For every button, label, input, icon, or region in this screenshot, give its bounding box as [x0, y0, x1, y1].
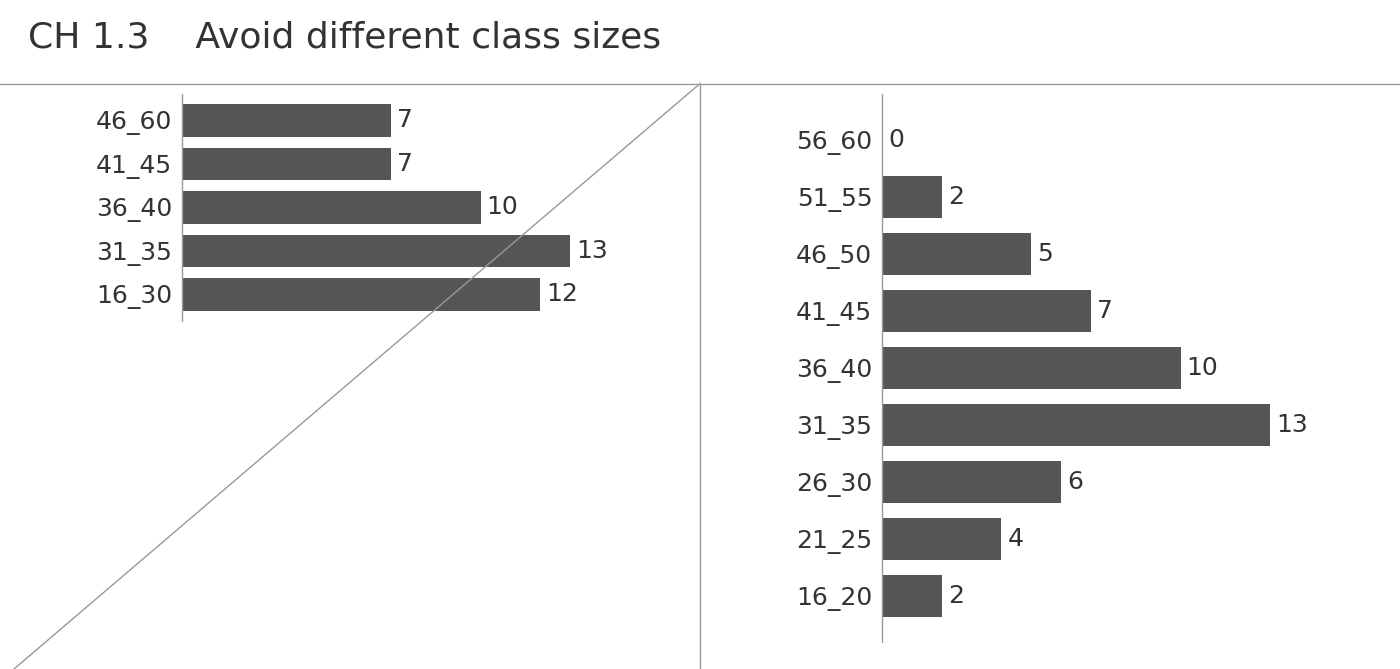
Bar: [882, 175, 942, 218]
Text: 7: 7: [398, 152, 413, 176]
Text: 7: 7: [1098, 299, 1113, 323]
Text: 2: 2: [948, 584, 963, 608]
Bar: [182, 235, 570, 267]
Text: 5: 5: [1037, 242, 1053, 266]
Text: 13: 13: [1277, 413, 1308, 437]
Bar: [882, 460, 1061, 503]
Text: CH 1.3    Avoid different class sizes: CH 1.3 Avoid different class sizes: [28, 20, 661, 54]
Bar: [182, 104, 391, 136]
Bar: [882, 233, 1032, 276]
Text: 10: 10: [1187, 356, 1218, 380]
Text: 0: 0: [888, 128, 904, 152]
Bar: [182, 191, 480, 223]
Text: 2: 2: [948, 185, 963, 209]
Text: 13: 13: [577, 239, 608, 263]
Bar: [182, 278, 540, 311]
Bar: [182, 148, 391, 180]
Bar: [882, 347, 1180, 389]
Text: 6: 6: [1067, 470, 1084, 494]
Bar: [882, 403, 1270, 446]
Bar: [882, 290, 1091, 332]
Bar: [882, 575, 942, 617]
Text: 10: 10: [487, 195, 518, 219]
Text: 7: 7: [398, 108, 413, 132]
Bar: [882, 518, 1001, 561]
Text: 4: 4: [1008, 527, 1023, 551]
Text: 12: 12: [546, 282, 578, 306]
